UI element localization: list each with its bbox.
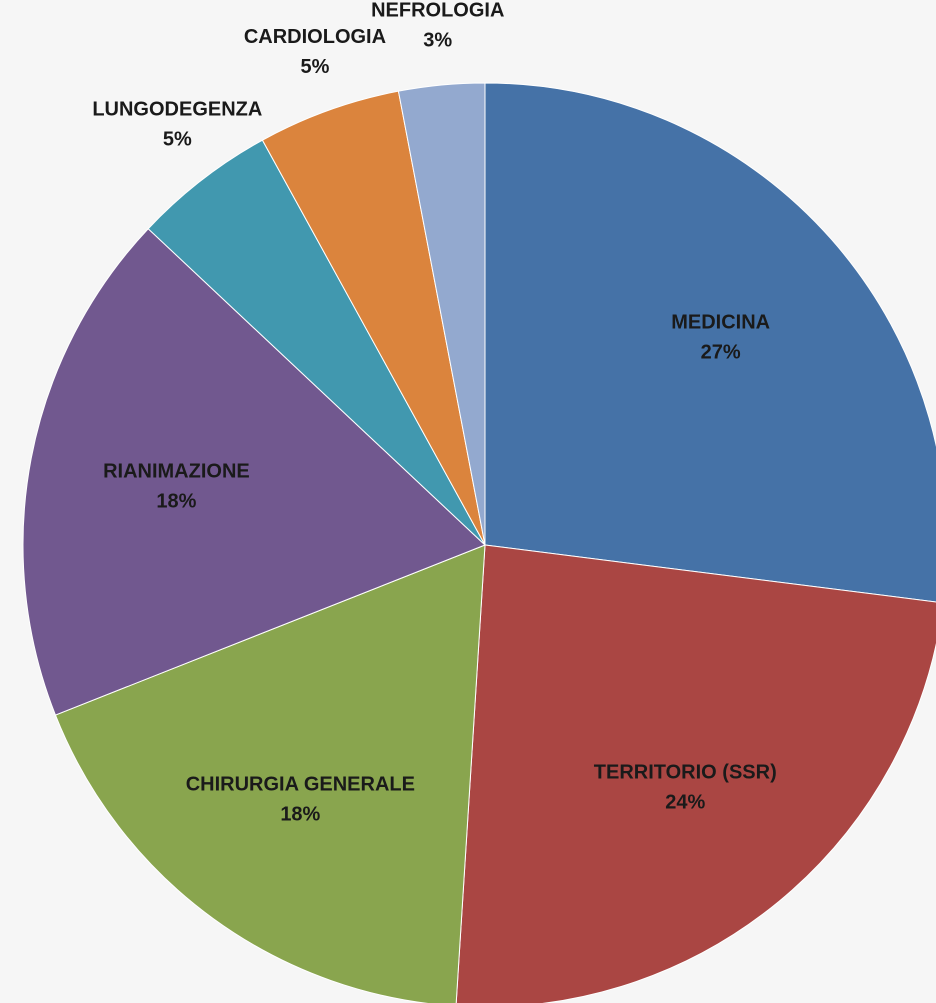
slice-value-label: 3% bbox=[423, 29, 452, 51]
slice-value-label: 18% bbox=[156, 490, 196, 512]
slice-value-label: 5% bbox=[301, 56, 330, 78]
slice-label: NEFROLOGIA bbox=[371, 0, 504, 21]
pie-slice bbox=[261, 90, 486, 546]
pie-slice bbox=[54, 544, 486, 1003]
slice-label: CARDIOLOGIA bbox=[244, 26, 386, 48]
slice-label: MEDICINA bbox=[671, 312, 770, 334]
pie-slice bbox=[397, 82, 486, 546]
slice-value-label: 18% bbox=[280, 803, 320, 825]
pie-slice bbox=[147, 139, 486, 546]
slice-label: CHIRURGIA GENERALE bbox=[186, 773, 415, 795]
pie-slice bbox=[484, 82, 936, 603]
pie-slice bbox=[22, 228, 486, 716]
slice-value-label: 24% bbox=[665, 791, 705, 813]
slice-label: LUNGODEGENZA bbox=[92, 98, 262, 120]
slice-label: RIANIMAZIONE bbox=[103, 460, 250, 482]
slice-value-label: 5% bbox=[163, 128, 192, 150]
slice-label: TERRITORIO (SSR) bbox=[594, 761, 777, 783]
slice-value-label: 27% bbox=[701, 342, 741, 364]
